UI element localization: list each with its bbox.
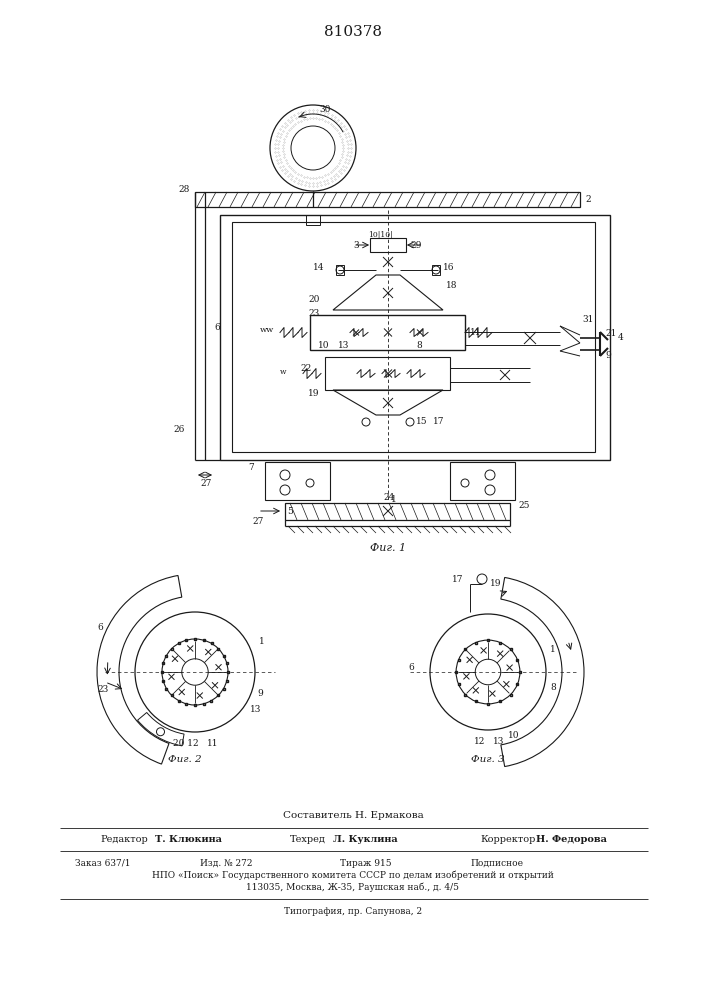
Bar [232, 222, 595, 452]
Text: w: w [280, 367, 286, 375]
Text: Изд. № 272: Изд. № 272 [200, 858, 252, 867]
Text: 810378: 810378 [324, 25, 382, 39]
Text: 19: 19 [308, 388, 320, 397]
Bar [195, 192, 580, 207]
Text: 16: 16 [443, 263, 455, 272]
Bar [450, 462, 515, 500]
Text: Типография, пр. Сапунова, 2: Типография, пр. Сапунова, 2 [284, 906, 422, 916]
Text: 6: 6 [214, 322, 220, 332]
Text: 7: 7 [248, 464, 254, 473]
Text: 28: 28 [178, 186, 189, 194]
Text: 113035, Москва, Ж-35, Раушская наб., д. 4/5: 113035, Москва, Ж-35, Раушская наб., д. … [247, 882, 460, 892]
Bar [306, 215, 320, 225]
Text: 24: 24 [383, 492, 395, 502]
Text: 31: 31 [582, 316, 593, 324]
Text: 27: 27 [252, 518, 264, 526]
Bar [220, 215, 610, 460]
Text: 22: 22 [300, 364, 311, 373]
Text: 1: 1 [550, 646, 556, 654]
Text: Л. Куклина: Л. Куклина [333, 834, 398, 844]
Bar [325, 357, 450, 390]
Text: 9: 9 [257, 690, 263, 698]
Text: Составитель Н. Ермакова: Составитель Н. Ермакова [283, 810, 423, 820]
Text: 1: 1 [259, 638, 264, 647]
Text: Т. Клюкина: Т. Клюкина [155, 834, 222, 844]
Text: 20: 20 [308, 296, 320, 304]
Text: 15: 15 [416, 418, 428, 426]
Text: 2: 2 [585, 195, 590, 204]
Text: Н. Федорова: Н. Федорова [536, 834, 607, 844]
Text: 17: 17 [452, 574, 464, 584]
Text: 14: 14 [313, 263, 325, 272]
Text: 8: 8 [416, 340, 422, 350]
Text: 13: 13 [250, 706, 262, 714]
Text: 26: 26 [173, 426, 185, 434]
Text: 3: 3 [353, 240, 358, 249]
Text: НПО «Поиск» Государственного комитета СССР по делам изобретений и открытий: НПО «Поиск» Государственного комитета СС… [152, 870, 554, 880]
Text: 13: 13 [338, 340, 349, 350]
Bar [310, 315, 465, 350]
Text: 19: 19 [490, 580, 501, 588]
Text: Корректор: Корректор [480, 834, 535, 844]
Text: Фиг. 1: Фиг. 1 [370, 543, 406, 553]
Bar [370, 238, 406, 252]
Text: ww: ww [260, 326, 274, 334]
Text: 9: 9 [605, 351, 611, 360]
Text: 4: 4 [618, 333, 624, 342]
Text: 23: 23 [97, 686, 108, 694]
Text: 25: 25 [518, 500, 530, 510]
Text: 10: 10 [508, 730, 520, 740]
Text: 11: 11 [207, 740, 218, 748]
Text: 10|10|: 10|10| [368, 231, 393, 239]
Text: Тираж 915: Тираж 915 [340, 858, 392, 867]
Bar [336, 265, 344, 275]
Bar [432, 265, 440, 275]
Text: 10: 10 [318, 340, 329, 350]
Text: 18: 18 [446, 280, 457, 290]
Bar [285, 503, 510, 520]
Text: 8: 8 [550, 682, 556, 692]
Text: 30: 30 [319, 104, 330, 113]
Bar [265, 462, 330, 500]
Text: 6: 6 [97, 624, 103, 633]
Text: Заказ 637/1: Заказ 637/1 [75, 858, 131, 867]
Text: Фиг. 2: Фиг. 2 [168, 756, 201, 764]
Text: Техред: Техред [290, 834, 326, 844]
Text: 21: 21 [605, 328, 617, 338]
Text: 17: 17 [433, 418, 445, 426]
Text: Редактор: Редактор [100, 834, 148, 844]
Text: 13: 13 [493, 738, 504, 746]
Text: 23: 23 [308, 308, 320, 318]
Text: 1: 1 [391, 495, 397, 504]
Text: 11: 11 [470, 328, 481, 337]
Text: 20 12: 20 12 [173, 740, 199, 748]
Text: 6: 6 [408, 662, 414, 672]
Text: Фиг. 3: Фиг. 3 [471, 756, 505, 764]
Text: 12: 12 [474, 738, 486, 746]
Text: 27: 27 [200, 479, 211, 488]
Text: 5: 5 [287, 506, 293, 516]
Text: 29: 29 [410, 240, 421, 249]
Text: Подписное: Подписное [470, 858, 523, 867]
